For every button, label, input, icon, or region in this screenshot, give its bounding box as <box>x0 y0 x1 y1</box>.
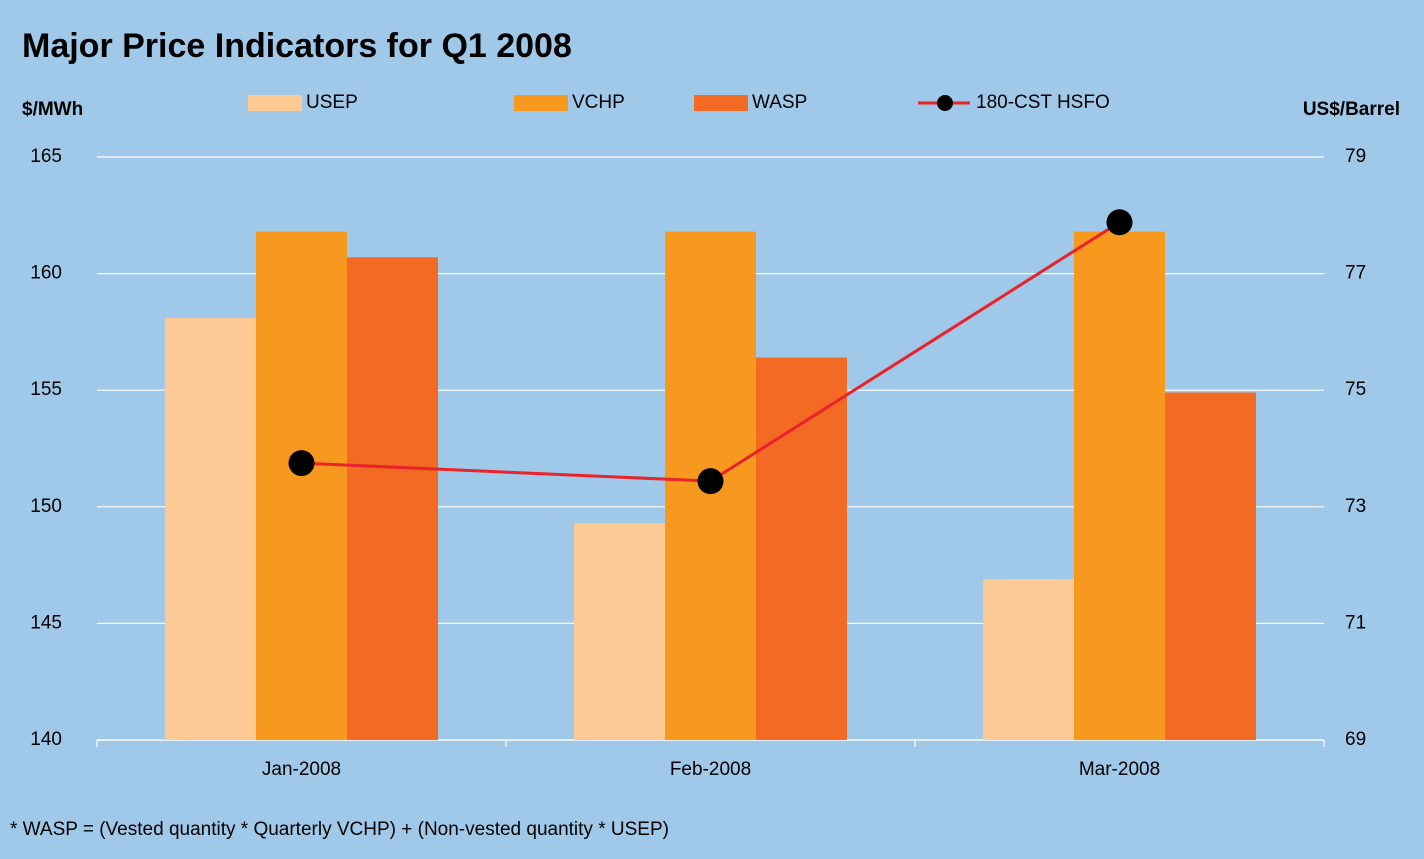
bar <box>256 231 347 740</box>
y2-tick-label: 77 <box>1345 263 1366 284</box>
footnote: * WASP = (Vested quantity * Quarterly VC… <box>10 819 669 840</box>
legend-label: 180-CST HSFO <box>976 92 1110 113</box>
y2-tick-label: 75 <box>1345 379 1366 400</box>
y2-tick-label: 79 <box>1345 146 1366 167</box>
y2-tick-label: 71 <box>1345 612 1366 633</box>
y2-tick-label: 73 <box>1345 496 1366 517</box>
bar <box>983 579 1074 740</box>
bar <box>1074 231 1165 740</box>
legend-marker <box>937 95 953 111</box>
x-tick-label: Feb-2008 <box>670 759 751 780</box>
bar <box>165 317 256 740</box>
y2-tick-label: 69 <box>1345 729 1366 750</box>
y-tick-label: 140 <box>30 729 62 750</box>
y-tick-label: 145 <box>30 612 62 633</box>
y-axis-label: $/MWh <box>22 99 83 120</box>
x-tick-label: Mar-2008 <box>1079 759 1160 780</box>
marker <box>1106 209 1133 236</box>
legend-label: VCHP <box>572 92 625 113</box>
y-tick-label: 150 <box>30 496 62 517</box>
bar <box>1165 392 1256 740</box>
legend-swatch <box>694 95 748 111</box>
chart-title: Major Price Indicators for Q1 2008 <box>22 27 572 65</box>
x-tick-label: Jan-2008 <box>262 759 341 780</box>
marker <box>288 450 315 477</box>
legend-swatch <box>248 95 302 111</box>
y2-axis-label: US$/Barrel <box>1303 99 1400 120</box>
marker <box>697 468 724 495</box>
bar <box>756 357 847 740</box>
legend-label: WASP <box>752 92 807 113</box>
y-tick-label: 155 <box>30 379 62 400</box>
y-tick-label: 165 <box>30 146 62 167</box>
legend-label: USEP <box>306 92 358 113</box>
y-tick-label: 160 <box>30 263 62 284</box>
legend-swatch <box>514 95 568 111</box>
bar <box>574 523 665 740</box>
bar <box>347 257 438 740</box>
